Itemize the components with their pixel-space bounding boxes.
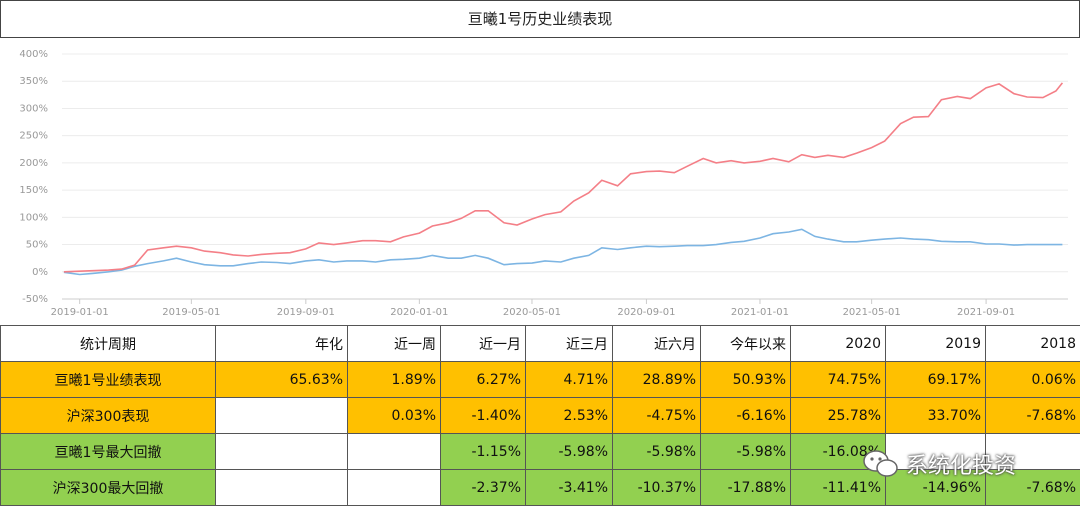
wechat-icon [863, 450, 898, 477]
chart: -50% 0% 50% 100% 150% 200% 250% 300% 350% 400% 201… [19, 49, 1068, 318]
series-line [63, 82, 1064, 273]
x-tick-label: 2020-09-01 [617, 307, 675, 318]
x-tick-label: 2020-05-01 [503, 307, 561, 318]
table-cell: -1.15% [440, 433, 526, 470]
row-label: 亘曦1号最大回撤 [0, 433, 216, 470]
table-cell: -2.37% [440, 469, 526, 506]
table-cell: -5.98% [612, 433, 701, 470]
row-label: 沪深300最大回撤 [0, 469, 216, 506]
table-cell: 1.89% [347, 361, 441, 398]
table-cell: 2019 [885, 325, 986, 362]
watermark: 系统化投资 [862, 443, 1016, 485]
table-cell: 69.17% [885, 361, 986, 398]
table-row: 沪深300表现 0.03% -1.40% 2.53% -4.75% -6.16% 25.78… [0, 397, 1080, 434]
table-cell: 近一周 [347, 325, 441, 362]
y-tick-label: 0% [32, 267, 48, 278]
table-cell: -14.96% [885, 469, 986, 506]
table-cell: -17.88% [700, 469, 791, 506]
empty-cell [215, 469, 348, 506]
table-cell: -11.41% [790, 469, 886, 506]
table-cell: 2018 [985, 325, 1080, 362]
table-row: 亘曦1号最大回撤 -1.15% -5.98% -5.98% -5.98% -16.08% [0, 433, 1080, 470]
table-cell: -7.68% [985, 469, 1080, 506]
x-tick-label: 2020-01-01 [390, 307, 448, 318]
y-tick-label: 250% [19, 131, 48, 142]
table-cell: 2020 [790, 325, 886, 362]
empty-cell [215, 397, 348, 434]
y-tick-label: 150% [19, 185, 48, 196]
table-cell: 33.70% [885, 397, 986, 434]
table-cell: -5.98% [525, 433, 613, 470]
table-cell: -10.37% [612, 469, 701, 506]
x-tick-label: 2019-09-01 [277, 307, 335, 318]
table-row: 亘曦1号业绩表现 65.63% 1.89% 6.27% 4.71% 28.89% 50.93… [0, 361, 1080, 398]
table-cell: -3.41% [525, 469, 613, 506]
table-cell: 6.27% [440, 361, 526, 398]
table-cell: 2.53% [525, 397, 613, 434]
empty-cell [985, 433, 1080, 470]
y-tick-label: 100% [19, 212, 48, 223]
table-row: 统计周期 年化 近一周 近一月 近三月 近六月 今年以来 2020 2019 2018 [0, 325, 1080, 362]
chart-title: 亘曦1号历史业绩表现 [0, 0, 1080, 38]
table-cell: 65.63% [215, 361, 348, 398]
x-tick-label: 2021-01-01 [731, 307, 789, 318]
table-cell: 0.06% [985, 361, 1080, 398]
performance-table: 统计周期 年化 近一周 近一月 近三月 近六月 今年以来 2020 2019 2018 亘曦1号业绩… [0, 325, 1080, 506]
y-tick-label: 350% [19, 76, 48, 87]
table-cell: -7.68% [985, 397, 1080, 434]
x-tick-label: 2021-09-01 [957, 307, 1015, 318]
table-cell: 近三月 [525, 325, 613, 362]
table-cell: 近一月 [440, 325, 526, 362]
x-tick-label: 2019-05-01 [162, 307, 220, 318]
y-tick-label: 400% [19, 49, 48, 60]
table-cell: 74.75% [790, 361, 886, 398]
table-cell: 50.93% [700, 361, 791, 398]
table-cell: 今年以来 [700, 325, 791, 362]
y-tick-label: -50% [22, 294, 48, 305]
empty-cell [215, 433, 348, 470]
table-cell: 近六月 [612, 325, 701, 362]
table-cell: 年化 [215, 325, 348, 362]
table-cell: -1.40% [440, 397, 526, 434]
y-tick-label: 50% [26, 240, 48, 251]
row-label: 亘曦1号业绩表现 [0, 361, 216, 398]
x-tick-label: 2019-01-01 [51, 307, 109, 318]
table-cell: 4.71% [525, 361, 613, 398]
table-cell: 0.03% [347, 397, 441, 434]
row-label: 沪深300表现 [0, 397, 216, 434]
empty-cell [347, 469, 441, 506]
empty-cell [347, 433, 441, 470]
y-tick-label: 200% [19, 158, 48, 169]
table-row: 沪深300最大回撤 -2.37% -3.41% -10.37% -17.88% -11.4… [0, 469, 1080, 506]
table-cell: -6.16% [700, 397, 791, 434]
watermark-text: 系统化投资 [906, 454, 1017, 479]
table-cell: -5.98% [700, 433, 791, 470]
table-cell: -4.75% [612, 397, 701, 434]
x-tick-label: 2021-05-01 [843, 307, 901, 318]
table-cell: 28.89% [612, 361, 701, 398]
y-tick-label: 300% [19, 103, 48, 114]
table-cell: 25.78% [790, 397, 886, 434]
row-label: 统计周期 [0, 325, 216, 362]
series-line [63, 228, 1063, 276]
empty-cell [885, 433, 986, 470]
